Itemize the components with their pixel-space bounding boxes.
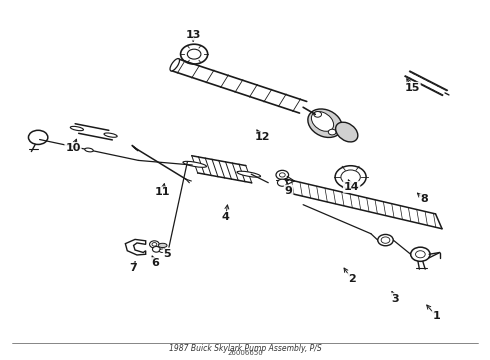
Ellipse shape: [158, 243, 167, 248]
Text: 4: 4: [221, 212, 229, 222]
Circle shape: [149, 241, 159, 248]
Ellipse shape: [183, 161, 206, 167]
Ellipse shape: [308, 109, 342, 138]
Circle shape: [187, 49, 201, 59]
Circle shape: [276, 170, 289, 180]
Text: 7: 7: [130, 264, 138, 274]
Text: 5: 5: [164, 249, 171, 259]
Circle shape: [381, 237, 390, 243]
Text: 2: 2: [348, 274, 355, 284]
Text: 10: 10: [65, 143, 81, 153]
Circle shape: [152, 247, 160, 252]
Ellipse shape: [170, 59, 179, 71]
Ellipse shape: [336, 122, 358, 142]
Ellipse shape: [159, 249, 166, 252]
Circle shape: [279, 173, 285, 177]
Text: 13: 13: [186, 30, 201, 40]
Circle shape: [341, 170, 360, 184]
Text: 12: 12: [254, 132, 270, 143]
Ellipse shape: [71, 126, 83, 131]
Ellipse shape: [104, 133, 117, 137]
Text: 11: 11: [155, 187, 171, 197]
Circle shape: [378, 234, 393, 246]
Circle shape: [335, 166, 366, 188]
Circle shape: [314, 112, 321, 117]
Text: 6: 6: [151, 258, 159, 268]
Circle shape: [411, 247, 430, 261]
Text: 9: 9: [285, 185, 293, 195]
Text: 26006650: 26006650: [227, 350, 263, 356]
Polygon shape: [125, 239, 146, 255]
Circle shape: [181, 44, 208, 64]
Text: 15: 15: [404, 83, 420, 93]
Text: 3: 3: [392, 293, 399, 303]
Ellipse shape: [85, 148, 93, 152]
Circle shape: [152, 243, 157, 246]
Circle shape: [328, 129, 336, 135]
Text: 8: 8: [420, 194, 428, 204]
Ellipse shape: [237, 171, 261, 177]
Text: 1: 1: [433, 311, 440, 321]
Ellipse shape: [312, 112, 334, 131]
Text: 1987 Buick Skylark Pump Assembly, P/S: 1987 Buick Skylark Pump Assembly, P/S: [169, 344, 321, 353]
Text: 14: 14: [344, 182, 359, 192]
Circle shape: [416, 251, 425, 258]
Circle shape: [277, 179, 287, 186]
Circle shape: [28, 130, 48, 144]
